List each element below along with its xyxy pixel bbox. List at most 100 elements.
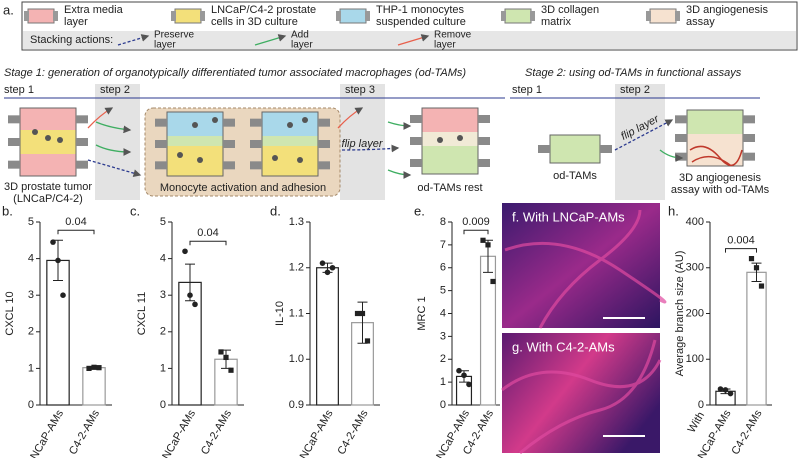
device-label: 3D prostate tumor — [4, 181, 92, 193]
legend-label: layer — [434, 40, 456, 51]
y-axis-label: CXCL 11 — [136, 292, 148, 335]
step-bg — [340, 84, 385, 200]
y-tick-label: 3 — [440, 330, 446, 342]
panel-label: h. — [668, 203, 679, 218]
device-peg — [478, 159, 490, 167]
data-point — [461, 372, 467, 379]
device-peg — [478, 137, 490, 145]
device-layer — [20, 108, 76, 130]
device-layer — [262, 146, 318, 176]
device-label: od-TAMs rest — [417, 182, 482, 194]
device-peg — [76, 138, 88, 146]
y-tick-label: 4 — [440, 307, 446, 319]
x-tick-label: LNCaP-AMs — [295, 408, 336, 458]
image-label: g. With C4-2-AMs — [512, 339, 615, 354]
device-peg — [223, 140, 235, 148]
cell — [457, 135, 463, 141]
device-peg — [410, 137, 422, 145]
y-tick-label: 1.2 — [289, 262, 304, 274]
data-point — [354, 310, 361, 317]
vessel — [519, 339, 657, 455]
cell — [57, 137, 63, 143]
x-axis-label: With — [686, 410, 707, 435]
device-peg — [675, 152, 687, 161]
data-point — [753, 265, 760, 271]
device-label: Monocyte activation and adhesion — [160, 182, 326, 194]
legend-label: layer — [154, 40, 176, 51]
y-tick-label: 100 — [686, 353, 704, 365]
significance-label: 0.009 — [462, 216, 490, 228]
legend-label: LNCaP/C4-2 prostate — [211, 4, 316, 16]
data-point — [55, 257, 61, 264]
device-peg — [410, 115, 422, 123]
bar — [316, 267, 339, 406]
device-layer — [262, 136, 318, 146]
data-point — [324, 269, 331, 276]
y-axis-label: CXCL 10 — [4, 291, 16, 335]
y-tick-label: 2 — [160, 326, 166, 338]
device-peg — [250, 118, 262, 127]
legend-clip — [530, 11, 535, 21]
legend-swatch — [339, 8, 367, 24]
data-point — [758, 283, 765, 289]
legend-clip — [336, 11, 341, 21]
device-peg — [743, 152, 755, 161]
flip-label: flip layer — [342, 138, 384, 150]
data-point — [490, 278, 496, 285]
legend-swatch — [174, 8, 202, 24]
step-label: step 2 — [100, 84, 130, 96]
y-tick-label: 8 — [440, 216, 446, 228]
y-tick-label: 1.1 — [289, 307, 304, 319]
device-label: (LNCaP/C4-2) — [13, 193, 83, 205]
legend-clip — [200, 11, 205, 21]
significance-bracket — [189, 240, 227, 246]
arrow — [87, 107, 114, 129]
device-peg — [8, 138, 20, 146]
arrows — [87, 107, 684, 179]
data-point — [86, 365, 92, 371]
arrow — [87, 159, 142, 177]
device-peg — [410, 159, 422, 167]
y-tick-label: 2 — [440, 353, 446, 365]
legend-label: suspended culture — [376, 16, 466, 28]
y-tick-label: 0 — [440, 399, 446, 411]
data-point — [722, 387, 729, 393]
significance-bracket — [463, 229, 489, 235]
arrow — [341, 144, 400, 153]
data-point — [187, 292, 193, 299]
data-point — [717, 386, 724, 392]
y-tick-label: 5 — [160, 216, 166, 228]
device-layer — [20, 154, 76, 176]
device-peg — [743, 115, 755, 124]
data-point — [228, 367, 234, 373]
significance-bracket — [725, 248, 757, 253]
panel-label: e. — [414, 203, 425, 218]
device-peg — [538, 145, 550, 153]
data-point — [60, 292, 66, 299]
stage-title: Stage 2: using od-TAMs in functional ass… — [525, 67, 742, 79]
panel-label: d. — [270, 203, 281, 218]
device-peg — [675, 115, 687, 124]
micrograph — [502, 333, 660, 453]
device-layer — [687, 110, 743, 134]
data-point — [223, 354, 229, 361]
data-point — [96, 365, 102, 371]
x-tick-label: C4-2-AMs — [729, 408, 764, 457]
arrow — [614, 119, 674, 151]
y-tick-label: 3 — [28, 289, 34, 301]
step-label: step 2 — [620, 84, 650, 96]
significance-label: 0.04 — [197, 227, 218, 239]
data-point — [456, 367, 462, 374]
legend-clip — [646, 11, 651, 21]
y-tick-label: 200 — [686, 307, 704, 319]
cell — [437, 137, 443, 143]
device-peg — [478, 115, 490, 123]
legend-clip — [171, 11, 176, 21]
y-tick-label: 1.3 — [289, 216, 304, 228]
data-point — [359, 310, 366, 317]
vessel — [501, 359, 662, 392]
step-bg — [615, 84, 665, 200]
